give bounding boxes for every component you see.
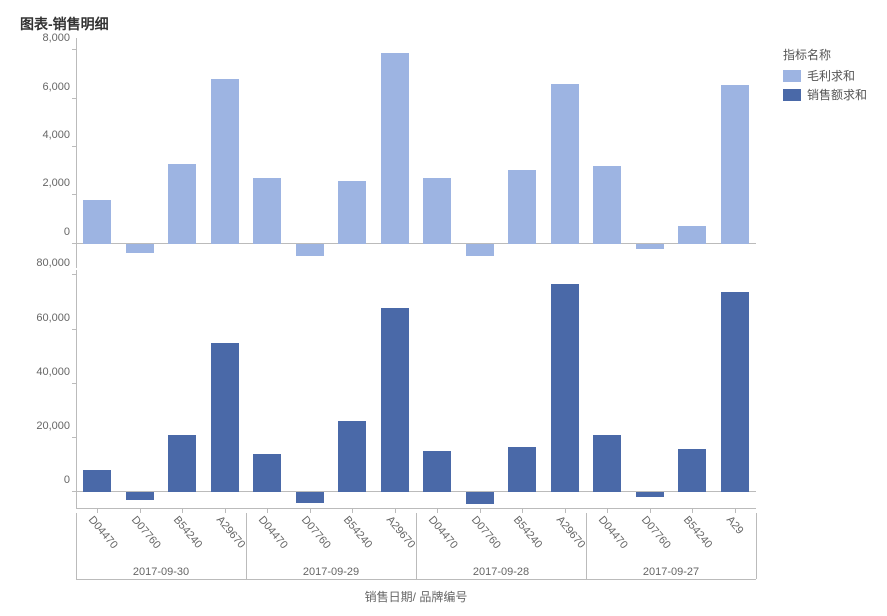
- y-tick-label: 4,000: [42, 129, 70, 141]
- bar-bottom: [593, 435, 621, 492]
- bar-bottom: [381, 308, 409, 492]
- bar-bottom: [253, 454, 281, 492]
- x-group-date: 2017-09-27: [643, 566, 699, 578]
- x-tick-brand: D04470: [256, 514, 290, 551]
- x-tick-brand: B54240: [511, 514, 545, 551]
- bar-top: [551, 84, 579, 244]
- bar-top: [678, 226, 706, 244]
- bar-bottom: [83, 470, 111, 492]
- bar-bottom: [508, 447, 536, 492]
- y-tick-label: 8,000: [42, 32, 70, 44]
- x-tick-brand: A29670: [384, 514, 418, 551]
- legend-swatch-0: [783, 70, 801, 82]
- group-separator: [246, 513, 247, 579]
- bar-bottom: [296, 492, 324, 503]
- x-tick-brand: A29: [724, 514, 746, 537]
- legend-item-0: 毛利求和: [783, 67, 867, 84]
- y-tick-label: 6,000: [42, 81, 70, 93]
- bar-top: [721, 85, 749, 244]
- bar-top: [296, 244, 324, 256]
- group-separator: [586, 513, 587, 579]
- x-tick-brand: A29670: [554, 514, 588, 551]
- group-separator: [416, 513, 417, 579]
- x-tick-brand: B54240: [681, 514, 715, 551]
- bar-top: [338, 181, 366, 244]
- x-tick-brand: D07760: [129, 514, 163, 551]
- y-tick-label: 60,000: [36, 312, 70, 324]
- y-tick-label: 0: [64, 474, 70, 486]
- chart-title: 图表-销售明细: [20, 14, 109, 34]
- panel-bottom: 020,00040,00060,00080,000D04470D07760B54…: [76, 270, 756, 508]
- y-tick-label: 20,000: [36, 420, 70, 432]
- bar-bottom: [678, 449, 706, 492]
- x-tick-brand: D04470: [596, 514, 630, 551]
- bar-bottom: [466, 492, 494, 504]
- bar-bottom: [636, 492, 664, 497]
- bar-bottom: [338, 421, 366, 491]
- legend-swatch-1: [783, 89, 801, 101]
- bar-top: [466, 244, 494, 256]
- x-tick-brand: A29670: [214, 514, 248, 551]
- bar-top: [126, 244, 154, 254]
- bar-bottom: [211, 343, 239, 492]
- x-tick-brand: B54240: [341, 514, 375, 551]
- x-group-date: 2017-09-30: [133, 566, 189, 578]
- legend-label-1: 销售额求和: [807, 86, 867, 103]
- bar-bottom: [721, 292, 749, 492]
- bar-bottom: [168, 435, 196, 492]
- x-group-date: 2017-09-29: [303, 566, 359, 578]
- x-tick-brand: D07760: [639, 514, 673, 551]
- legend-label-0: 毛利求和: [807, 67, 855, 84]
- bar-top: [168, 164, 196, 244]
- x-tick-brand: D04470: [426, 514, 460, 551]
- plot-area: 02,0004,0006,0008,000 020,00040,00060,00…: [76, 38, 756, 508]
- bar-top: [636, 244, 664, 249]
- legend-item-1: 销售额求和: [783, 86, 867, 103]
- bar-top: [423, 178, 451, 243]
- bar-top: [381, 53, 409, 244]
- legend-title: 指标名称: [783, 46, 867, 63]
- bar-bottom: [551, 284, 579, 492]
- x-tick-brand: D07760: [469, 514, 503, 551]
- bar-top: [211, 79, 239, 244]
- bar-top: [253, 178, 281, 243]
- bar-top: [83, 200, 111, 244]
- panel-top: 02,0004,0006,0008,000: [76, 38, 756, 268]
- x-axis-title: 销售日期/ 品牌编号: [365, 588, 468, 605]
- x-tick-brand: D07760: [299, 514, 333, 551]
- y-tick-label: 0: [64, 226, 70, 238]
- bar-top: [593, 166, 621, 243]
- y-tick-label: 40,000: [36, 366, 70, 378]
- x-tick-brand: D04470: [86, 514, 120, 551]
- x-tick-brand: B54240: [171, 514, 205, 551]
- bar-bottom: [423, 451, 451, 492]
- bar-top: [508, 170, 536, 244]
- bar-bottom: [126, 492, 154, 500]
- y-tick-label: 80,000: [36, 257, 70, 269]
- legend: 指标名称 毛利求和 销售额求和: [783, 46, 867, 105]
- y-tick-label: 2,000: [42, 177, 70, 189]
- x-group-date: 2017-09-28: [473, 566, 529, 578]
